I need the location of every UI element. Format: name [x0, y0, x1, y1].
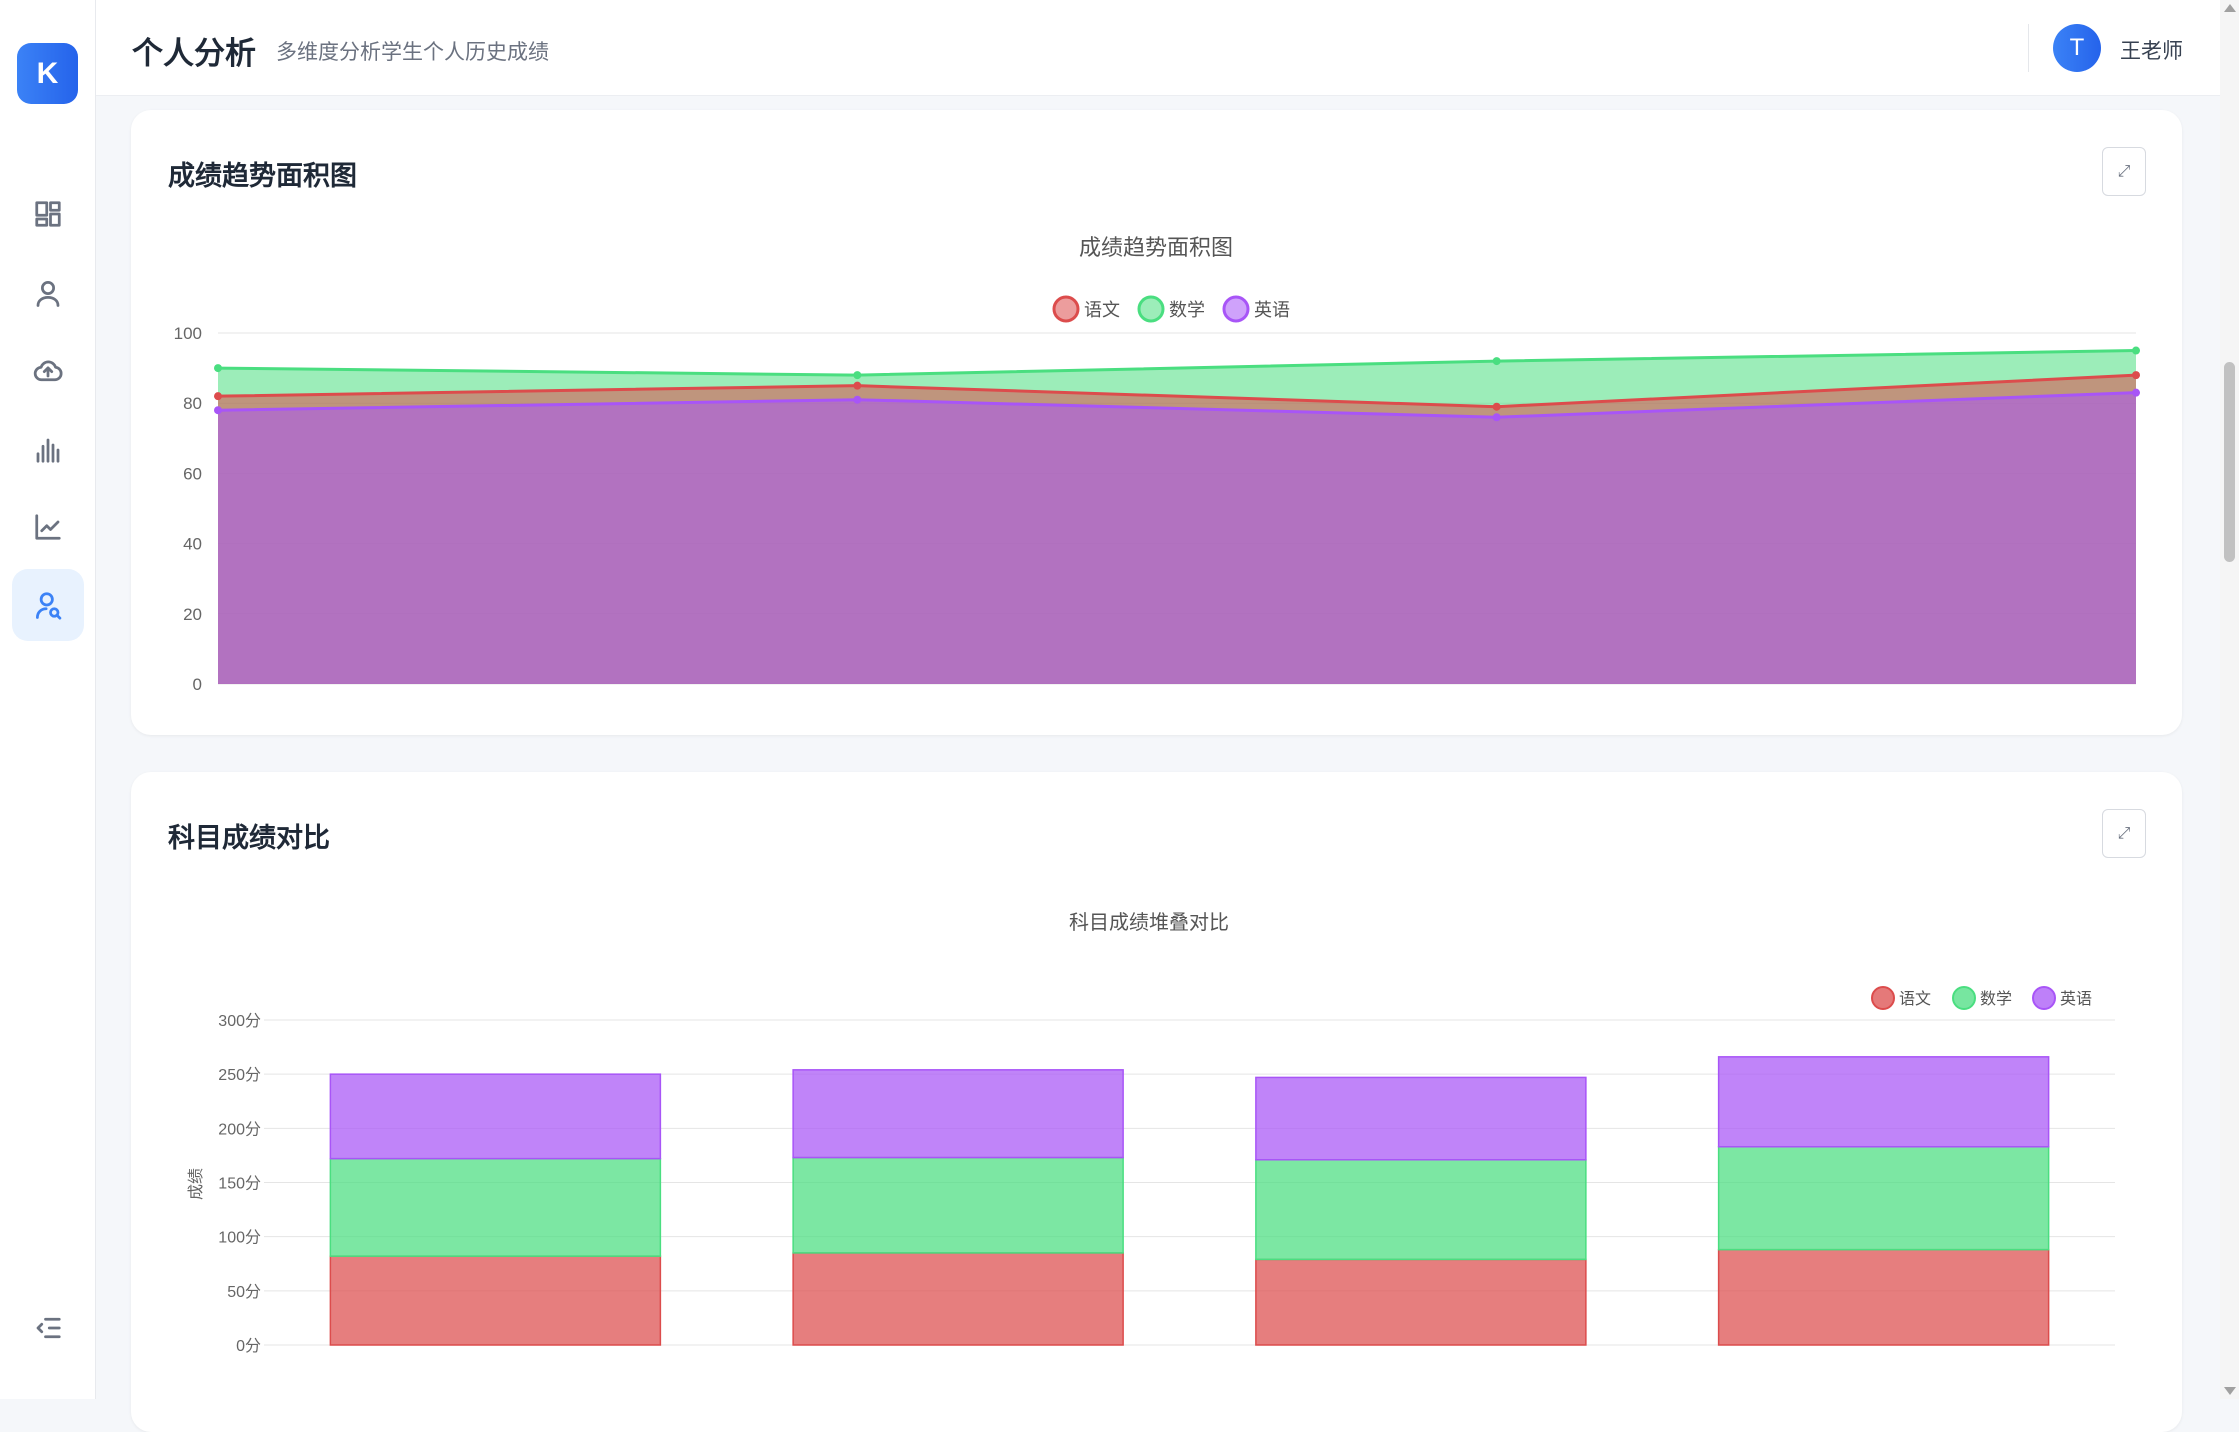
line-语文 — [217, 373, 2137, 409]
scroll-down-icon[interactable] — [2224, 1387, 2236, 1395]
line-英语 — [217, 391, 2137, 419]
legend-marker-2 — [2032, 986, 2056, 1010]
bar-数学 — [792, 1156, 1124, 1254]
header-divider — [2028, 24, 2029, 72]
legend-marker-0 — [1871, 986, 1895, 1010]
app-logo[interactable]: K — [17, 43, 78, 104]
scrollbar-thumb[interactable] — [2224, 362, 2235, 562]
bar-数学 — [1717, 1146, 2050, 1251]
area-英语 — [218, 392, 2136, 684]
card-title: 科目成绩对比 — [168, 823, 330, 853]
line-chart-icon — [35, 514, 61, 540]
bar-英语 — [329, 1073, 662, 1160]
legend-label: 英语 — [2060, 990, 2092, 1008]
sidebar-collapse-button[interactable] — [12, 1292, 84, 1364]
y-tick-label: 150分 — [218, 1175, 261, 1193]
expand-button[interactable]: ⤢ — [2102, 809, 2146, 858]
avatar[interactable]: T — [2053, 24, 2101, 72]
y-tick-label: 80 — [183, 394, 202, 413]
legend-marker-1 — [1137, 295, 1165, 323]
legend-label: 语文 — [1899, 990, 1931, 1008]
legend-label: 数学 — [1169, 300, 1205, 320]
legend-marker-0 — [1052, 295, 1080, 323]
sidebar-item-upload[interactable] — [12, 335, 84, 407]
sidebar-item-trends[interactable] — [12, 491, 84, 563]
legend-label: 英语 — [1254, 300, 1290, 320]
y-tick-label: 100 — [174, 324, 202, 343]
scrollbar[interactable] — [2220, 0, 2239, 1399]
data-point — [1492, 402, 1501, 411]
data-point — [853, 371, 862, 380]
page-title: 个人分析 — [132, 36, 256, 71]
expand-icon: ⤢ — [2117, 824, 2131, 842]
bar-语文 — [1717, 1248, 2050, 1346]
data-point — [1492, 357, 1501, 366]
y-tick-label: 250分 — [218, 1066, 261, 1084]
legend-label: 语文 — [1084, 300, 1120, 320]
menu-fold-icon — [36, 1317, 61, 1339]
chart-title: 科目成绩堆叠对比 — [1069, 911, 1229, 934]
data-point — [2132, 346, 2140, 355]
bar-语文 — [1255, 1258, 1587, 1346]
bar-语文 — [792, 1252, 1124, 1346]
y-tick-label: 60 — [183, 464, 202, 483]
y-tick-label: 40 — [183, 535, 202, 554]
data-point — [853, 395, 862, 404]
bar-数学 — [329, 1157, 662, 1257]
legend-marker-2 — [1222, 295, 1250, 323]
bar-数学 — [1255, 1159, 1587, 1261]
y-tick-label: 0分 — [236, 1337, 261, 1355]
legend-marker-1 — [1952, 986, 1976, 1010]
expand-icon: ⤢ — [2117, 162, 2131, 180]
area-chart-card: 成绩趋势面积图 ⤢ 成绩趋势面积图语文 数学 英语 0 20 40 60 80 100 — [131, 110, 2182, 735]
bar-英语 — [1255, 1076, 1587, 1161]
y-tick-label: 20 — [183, 605, 202, 624]
data-point — [214, 406, 222, 415]
dashboard-icon — [35, 201, 61, 227]
bar-语文 — [329, 1255, 662, 1346]
expand-button[interactable]: ⤢ — [2102, 147, 2146, 196]
data-point — [2132, 371, 2140, 380]
data-point — [1492, 413, 1501, 422]
data-point — [853, 381, 862, 390]
y-tick-label: 50分 — [227, 1283, 261, 1301]
data-point — [2132, 388, 2140, 397]
y-axis-label: 成绩 — [187, 1168, 205, 1200]
sidebar: K — [0, 0, 96, 1399]
sidebar-item-statistics[interactable] — [12, 414, 84, 486]
data-point — [214, 364, 222, 373]
page-header: 个人分析 多维度分析学生个人历史成绩 T 王老师 — [96, 0, 2220, 96]
line-数学 — [217, 349, 2137, 377]
sidebar-item-dashboard[interactable] — [12, 178, 84, 250]
user-icon — [36, 281, 60, 307]
y-tick-label: 200分 — [218, 1120, 261, 1138]
sidebar-item-students[interactable] — [12, 257, 84, 329]
user-name[interactable]: 王老师 — [2120, 40, 2183, 63]
y-tick-label: 0 — [193, 675, 202, 694]
scroll-up-icon[interactable] — [2224, 4, 2236, 12]
y-tick-label: 300分 — [218, 1012, 261, 1030]
y-tick-label: 100分 — [218, 1229, 261, 1247]
card-title: 成绩趋势面积图 — [168, 161, 357, 191]
user-search-icon — [36, 592, 62, 620]
bar-chart-icon — [36, 438, 60, 463]
chart-title: 成绩趋势面积图 — [1079, 235, 1233, 260]
cloud-upload-icon — [33, 360, 63, 382]
bar-chart-card: 科目成绩对比 ⤢ 科目成绩堆叠对比语文 数学 英语 0分 50分 100分 150分 200分… — [131, 772, 2182, 1432]
bar-英语 — [1717, 1056, 2050, 1148]
sidebar-item-personal-analysis[interactable] — [12, 569, 84, 641]
bar-英语 — [792, 1069, 1124, 1159]
data-point — [214, 392, 222, 401]
page-subtitle: 多维度分析学生个人历史成绩 — [276, 41, 549, 64]
legend-label: 数学 — [1980, 990, 2012, 1008]
